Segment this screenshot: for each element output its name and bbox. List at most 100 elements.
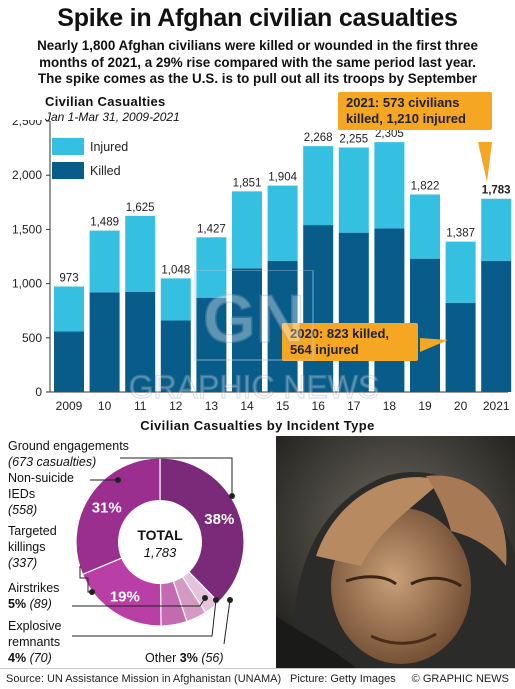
- legend-swatch: [52, 162, 84, 179]
- x-tick-label: 11: [134, 399, 147, 413]
- bar-injured: [160, 278, 191, 321]
- label-targeted-killings: Targeted killings (337): [8, 523, 57, 571]
- pie-leader-dot: [89, 589, 95, 595]
- source-credit: Source: UN Assistance Mission in Afghani…: [6, 673, 282, 685]
- bar-total-label: 1,387: [446, 228, 475, 240]
- x-tick-label: 17: [347, 399, 361, 413]
- pie-slice-pct: 19%: [110, 588, 140, 605]
- callout-line: killed, 1,210 injured: [346, 111, 466, 126]
- bar-injured: [303, 146, 334, 226]
- watermark-text: GRAPHIC NEWS: [129, 369, 380, 405]
- bar-total-label: 1,904: [268, 172, 297, 184]
- pie-label-count: (558): [8, 503, 38, 517]
- pie-chart: 38% 19% 31% TOTAL 1,783: [72, 457, 245, 645]
- bar-total-label: 973: [59, 273, 78, 285]
- bar-killed: [338, 232, 369, 392]
- x-tick-label: 20: [454, 399, 468, 413]
- callout-line: 2021: 573 civilians: [346, 95, 460, 110]
- callout-2020: 2020: 823 killed, 564 injured: [282, 323, 418, 361]
- pie-label-line: (673 casualties): [8, 454, 129, 470]
- bar-total-label: 1,489: [90, 217, 119, 229]
- pie-center-hole: [118, 500, 202, 584]
- footer: Source: UN Assistance Mission in Afghani…: [0, 668, 515, 689]
- label-ground-engagements: Ground engagements (673 casualties): [8, 438, 129, 470]
- pie-chart-title: Civilian Casualties by Incident Type: [140, 418, 375, 433]
- y-tick-label: 1,000: [12, 277, 42, 291]
- bar-injured: [54, 286, 84, 332]
- label-other: Other 3% (56): [145, 650, 224, 666]
- pie-slice-pct: 31%: [92, 500, 122, 517]
- hand-right-shape: [426, 475, 507, 566]
- bar-killed: [125, 291, 156, 392]
- picture-credit: Picture: Getty Images: [290, 673, 396, 685]
- callout-2021-pointer: [478, 142, 492, 182]
- pie-leader-line: [223, 599, 231, 645]
- bar-injured: [196, 237, 227, 298]
- pie-label-line: (337): [8, 555, 57, 571]
- pie-leader-dot: [229, 493, 235, 499]
- pie-label-count: (70): [29, 651, 52, 665]
- pie-slice: [159, 457, 245, 604]
- bar-injured: [481, 198, 512, 261]
- pie-label-line: Airstrikes: [8, 581, 60, 595]
- bar-injured: [445, 241, 476, 303]
- legend-swatch: [52, 138, 84, 155]
- bar-killed: [445, 302, 476, 392]
- bar-injured: [232, 191, 262, 269]
- legend-label: Killed: [90, 164, 121, 178]
- pie-label-line: Explosive: [8, 619, 62, 633]
- photo-afghan-woman: [276, 436, 515, 668]
- pie-leader-dot: [227, 597, 233, 603]
- pie-leader-dot: [202, 595, 208, 601]
- pie-leader-line: [72, 597, 206, 607]
- bar-total-label: 1,427: [197, 223, 226, 235]
- bar-chart-title: Civilian Casualties: [45, 94, 166, 109]
- x-tick-label: 2009: [56, 399, 83, 413]
- bar-killed: [196, 297, 227, 392]
- x-tick-label: 16: [312, 399, 326, 413]
- legend-label: Injured: [90, 140, 128, 154]
- pie-total-value: 1,783: [144, 545, 177, 560]
- pie-label-pct: 5%: [8, 597, 27, 611]
- x-tick-label: 15: [276, 399, 290, 413]
- pie-label-line: killings: [8, 540, 46, 554]
- label-non-suicide-ieds: Non-suicide IEDs (558): [8, 470, 74, 518]
- bar-total-label: 1,625: [126, 202, 155, 214]
- bar-injured: [338, 147, 369, 233]
- pie-leader-line: [72, 599, 217, 637]
- callout-line: 564 injured: [290, 342, 359, 357]
- pie-slice-pct: 38%: [204, 511, 234, 528]
- graphic-news-credit: © GRAPHIC NEWS: [411, 673, 509, 685]
- watermark-mark: GN: [203, 281, 305, 357]
- bar-total-label: 1,822: [411, 180, 440, 192]
- graphic-news-watermark: GN GRAPHIC NEWS: [128, 270, 380, 406]
- x-tick-label: 2021: [483, 399, 510, 413]
- bar-injured: [267, 185, 298, 261]
- bar-killed: [481, 260, 512, 392]
- pie-label-line: Ground engagements: [8, 439, 129, 453]
- x-tick-label: 13: [205, 399, 219, 413]
- x-tick-label: 14: [240, 399, 254, 413]
- y-tick-label: 2,000: [12, 168, 42, 182]
- bar-killed: [374, 228, 405, 392]
- y-tick-label: 500: [22, 331, 42, 345]
- pie-leader-dot: [213, 597, 219, 603]
- pie-label-count: (89): [29, 597, 52, 611]
- hand-left-shape: [316, 477, 441, 566]
- pie-label-pct: 3%: [179, 651, 198, 665]
- bar-killed: [54, 331, 84, 392]
- pie-label-line: 4% (70): [8, 650, 62, 666]
- bar-total-label: 1,048: [161, 264, 190, 276]
- headline: Spike in Afghan civilian casualties: [57, 4, 458, 32]
- bar-total-label: 2,305: [375, 128, 404, 140]
- pie-total-label: TOTAL: [137, 527, 183, 543]
- subheadline: Nearly 1,800 Afghan civilians were kille…: [6, 38, 509, 88]
- subhead-line: The spike comes as the U.S. is to pull o…: [37, 71, 477, 86]
- bar-total-label: 2,268: [304, 132, 333, 144]
- pie-leader-dot: [115, 477, 121, 483]
- pie-label-line: (558): [8, 502, 74, 518]
- label-explosive-remnants: Explosive remnants 4% (70): [8, 618, 62, 666]
- watermark-frame: [194, 270, 314, 361]
- label-airstrikes: Airstrikes 5% (89): [8, 580, 59, 612]
